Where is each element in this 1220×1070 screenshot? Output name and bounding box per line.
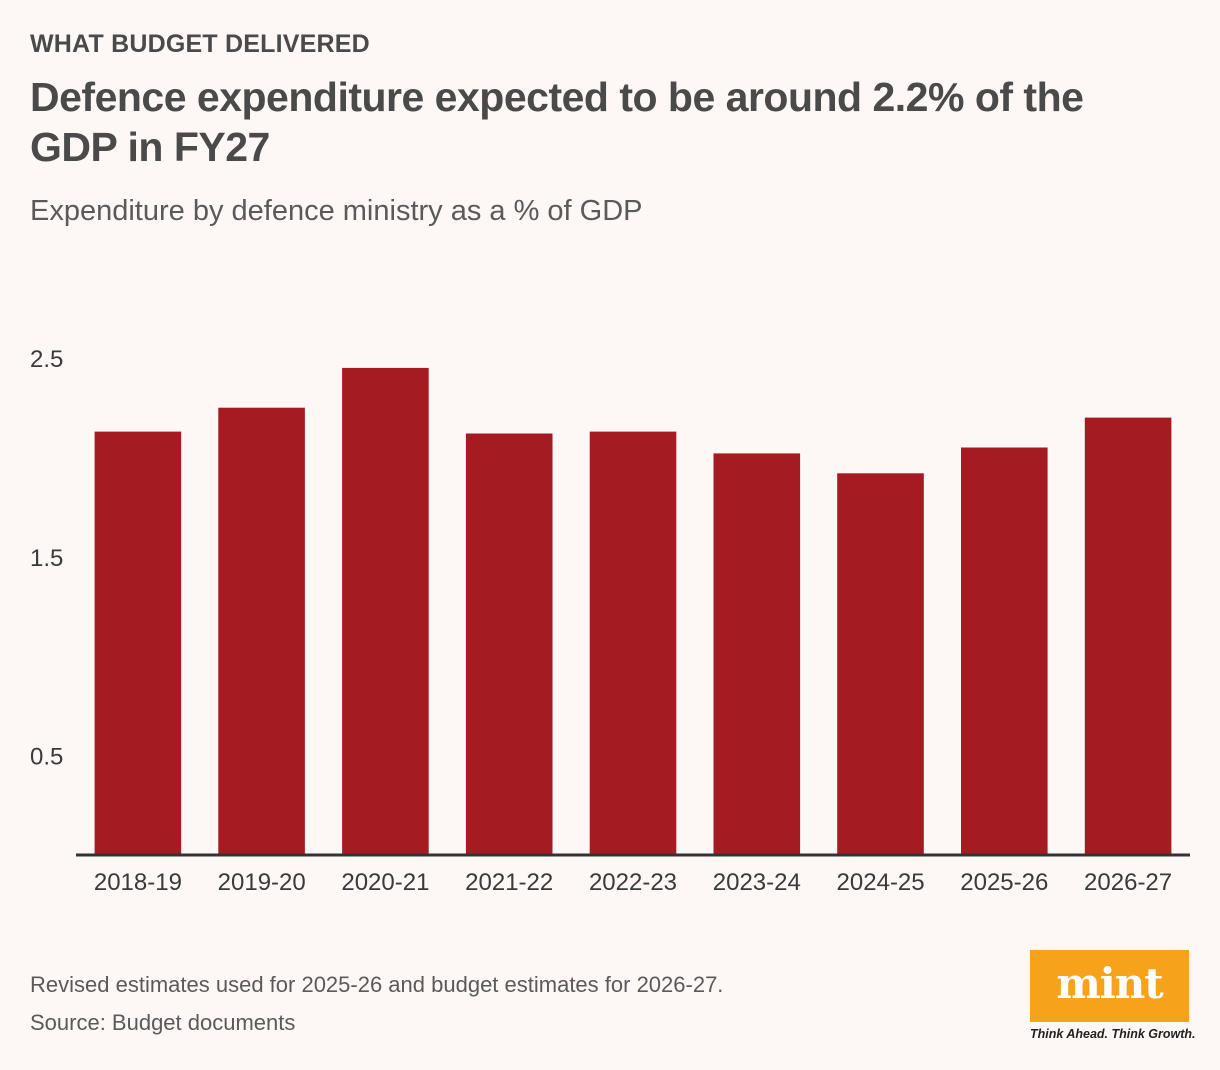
bar-2022-23 — [589, 431, 677, 855]
bar-2018-19 — [94, 431, 182, 855]
chart-kicker: WHAT BUDGET DELIVERED — [30, 30, 370, 58]
mint-logo-tagline: Think Ahead. Think Growth. — [1030, 1027, 1196, 1041]
source-note: Source: Budget documents — [30, 1010, 296, 1035]
x-axis-ticks: 2018-19 2019-20 2020-21 2021-22 2022-23 2023-… — [94, 869, 1172, 896]
y-axis-ticks: 2.5 1.5 0.5 — [30, 346, 63, 771]
chart-subtitle: Expenditure by defence ministry as a % o… — [30, 195, 643, 227]
y-tick-label: 0.5 — [30, 744, 63, 771]
bars — [94, 367, 1172, 855]
x-tick-label: 2026-27 — [1084, 869, 1172, 896]
bar-chart: 2.51.50.5 2018-19 2019-20 2020-21 2021-22 20… — [30, 346, 1190, 896]
x-tick-label: 2025-26 — [960, 869, 1048, 896]
bar-2021-22 — [465, 433, 553, 855]
bar-2025-26 — [961, 447, 1048, 855]
x-tick-label: 2020-21 — [341, 869, 429, 896]
chart-title: Defence expenditure expected to be aroun… — [30, 74, 1084, 170]
bar-2020-21 — [342, 367, 429, 855]
x-tick-label: 2022-23 — [589, 869, 677, 896]
mint-logo-word: mint — [1056, 958, 1163, 1008]
x-tick-label: 2024-25 — [837, 869, 925, 896]
bar-2024-25 — [837, 473, 924, 855]
mint-logo: mint — [1030, 950, 1189, 1022]
y-tick-label: 1.5 — [30, 545, 63, 572]
bar-2023-24 — [713, 453, 801, 855]
x-tick-label: 2018-19 — [94, 869, 182, 896]
footnote: Revised estimates used for 2025-26 and b… — [30, 972, 724, 997]
x-tick-label: 2021-22 — [465, 869, 553, 896]
y-tick-label: 2.5 — [30, 346, 63, 373]
x-tick-label: 2023-24 — [713, 869, 801, 896]
bar-2019-20 — [218, 407, 305, 855]
bar-2026-27 — [1084, 417, 1172, 855]
x-tick-label: 2019-20 — [218, 869, 306, 896]
